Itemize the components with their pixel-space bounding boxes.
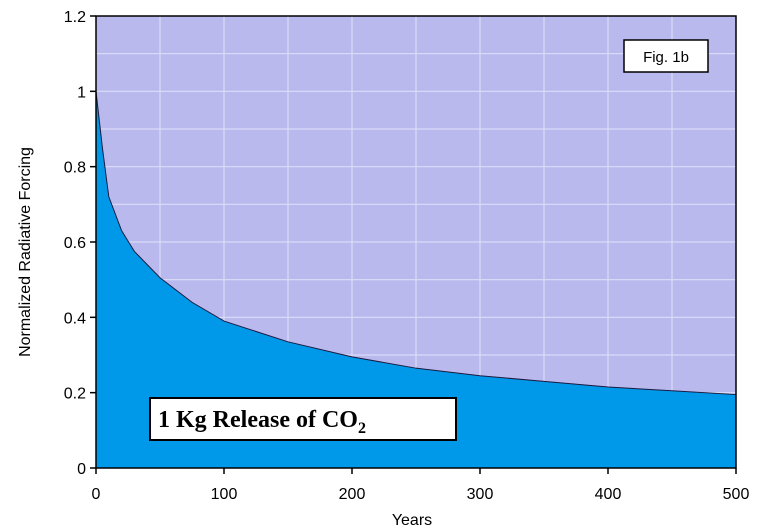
svg-text:1 Kg Release of CO2: 1 Kg Release of CO2: [158, 407, 366, 437]
x-tick-label: 300: [467, 486, 494, 503]
y-tick-label: 0.4: [64, 310, 86, 327]
x-tick-labels: 0 100 200 300 400 500: [92, 486, 750, 503]
x-tick-label: 0: [92, 486, 101, 503]
release-label-subscript: 2: [358, 420, 366, 437]
fig-label: Fig. 1b: [643, 49, 689, 66]
y-tick-label: 0.6: [64, 235, 86, 252]
y-tick-label: 1: [77, 84, 86, 101]
y-tick-label: 0.2: [64, 386, 86, 403]
x-tick-label: 500: [723, 486, 750, 503]
release-label: 1 Kg Release of CO: [158, 407, 358, 433]
x-axis-title: Years: [392, 512, 432, 529]
fig-label-box: Fig. 1b: [623, 39, 709, 73]
forcing-area: [95, 91, 737, 469]
y-tick-labels: 0 0.2 0.4 0.6 0.8 1 1.2: [64, 9, 86, 478]
x-tick-label: 400: [595, 486, 622, 503]
y-tick-label: 0: [77, 461, 86, 478]
axis-ticks: [90, 15, 737, 474]
x-tick-label: 100: [211, 486, 238, 503]
y-tick-label: 1.2: [64, 9, 86, 26]
y-tick-label: 0.8: [64, 160, 86, 177]
y-axis-title: Normalized Radiative Forcing: [17, 147, 34, 357]
x-tick-label: 200: [339, 486, 366, 503]
release-label-box: 1 Kg Release of CO2: [149, 397, 457, 441]
